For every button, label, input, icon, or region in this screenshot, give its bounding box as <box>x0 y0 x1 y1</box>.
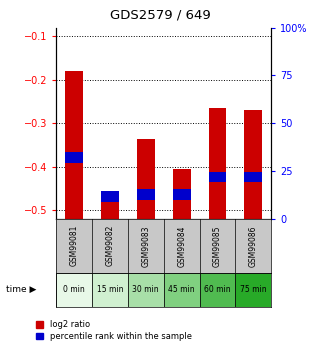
Text: GSM99083: GSM99083 <box>141 225 150 267</box>
Bar <box>65 152 83 163</box>
Bar <box>137 189 155 200</box>
Bar <box>56 273 92 307</box>
Bar <box>92 273 128 307</box>
Text: GSM99082: GSM99082 <box>105 225 115 266</box>
Text: GDS2579 / 649: GDS2579 / 649 <box>110 9 211 22</box>
Bar <box>209 171 226 183</box>
Bar <box>101 191 119 219</box>
Bar <box>128 273 164 307</box>
Bar <box>137 139 155 219</box>
Bar <box>65 71 83 219</box>
Text: GSM99085: GSM99085 <box>213 225 222 267</box>
Text: 45 min: 45 min <box>168 285 195 294</box>
Text: 0 min: 0 min <box>63 285 85 294</box>
Text: 15 min: 15 min <box>97 285 123 294</box>
Bar <box>235 273 271 307</box>
Bar <box>173 189 191 200</box>
Legend: log2 ratio, percentile rank within the sample: log2 ratio, percentile rank within the s… <box>36 321 192 341</box>
Text: GSM99084: GSM99084 <box>177 225 186 267</box>
Text: GSM99081: GSM99081 <box>70 225 79 266</box>
Text: time ▶: time ▶ <box>6 285 37 294</box>
Bar <box>200 273 235 307</box>
Bar <box>209 108 226 219</box>
Text: GSM99086: GSM99086 <box>249 225 258 267</box>
Bar <box>173 169 191 219</box>
Text: 60 min: 60 min <box>204 285 231 294</box>
Bar <box>244 171 262 183</box>
Bar <box>164 273 200 307</box>
Text: 30 min: 30 min <box>133 285 159 294</box>
Bar <box>101 191 119 201</box>
Text: 75 min: 75 min <box>240 285 267 294</box>
Bar <box>244 110 262 219</box>
